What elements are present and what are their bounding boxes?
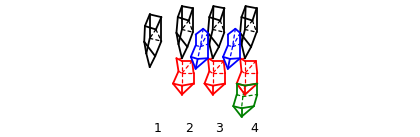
Text: 1: 1 (153, 122, 161, 135)
Text: 2: 2 (185, 122, 193, 135)
Text: 4: 4 (250, 122, 258, 135)
Text: 3: 3 (215, 122, 223, 135)
